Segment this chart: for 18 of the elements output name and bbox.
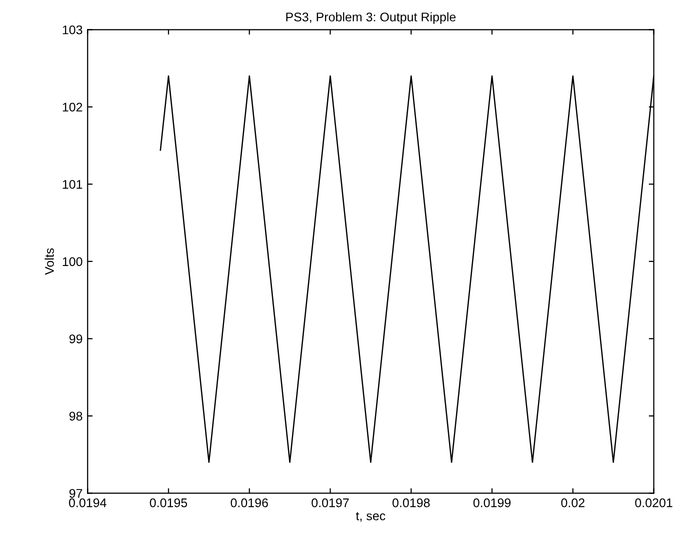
y-tick-label: 100 — [62, 257, 82, 266]
chart-title: PS3, Problem 3: Output Ripple — [286, 12, 456, 24]
x-axis-title: t, sec — [356, 512, 386, 522]
y-tick-label: 101 — [62, 180, 82, 189]
y-axis-title: Volts — [44, 248, 54, 275]
x-tick-label: 0.0194 — [68, 498, 106, 508]
y-tick-label: 99 — [69, 334, 82, 344]
x-tick-label: 0.0195 — [150, 498, 188, 508]
x-tick-label: 0.0201 — [635, 498, 672, 508]
y-tick-label: 103 — [62, 25, 82, 34]
x-tick-label: 0.0197 — [312, 498, 349, 508]
y-tick-label: 102 — [62, 102, 82, 112]
x-tick-label: 0.0199 — [473, 498, 511, 508]
y-tick-label: 98 — [69, 412, 82, 421]
x-tick-label: 0.02 — [561, 498, 584, 508]
x-tick-label: 0.0196 — [230, 498, 268, 508]
y-tick-label: 97 — [69, 488, 82, 498]
x-tick-label: 0.0198 — [392, 498, 430, 508]
